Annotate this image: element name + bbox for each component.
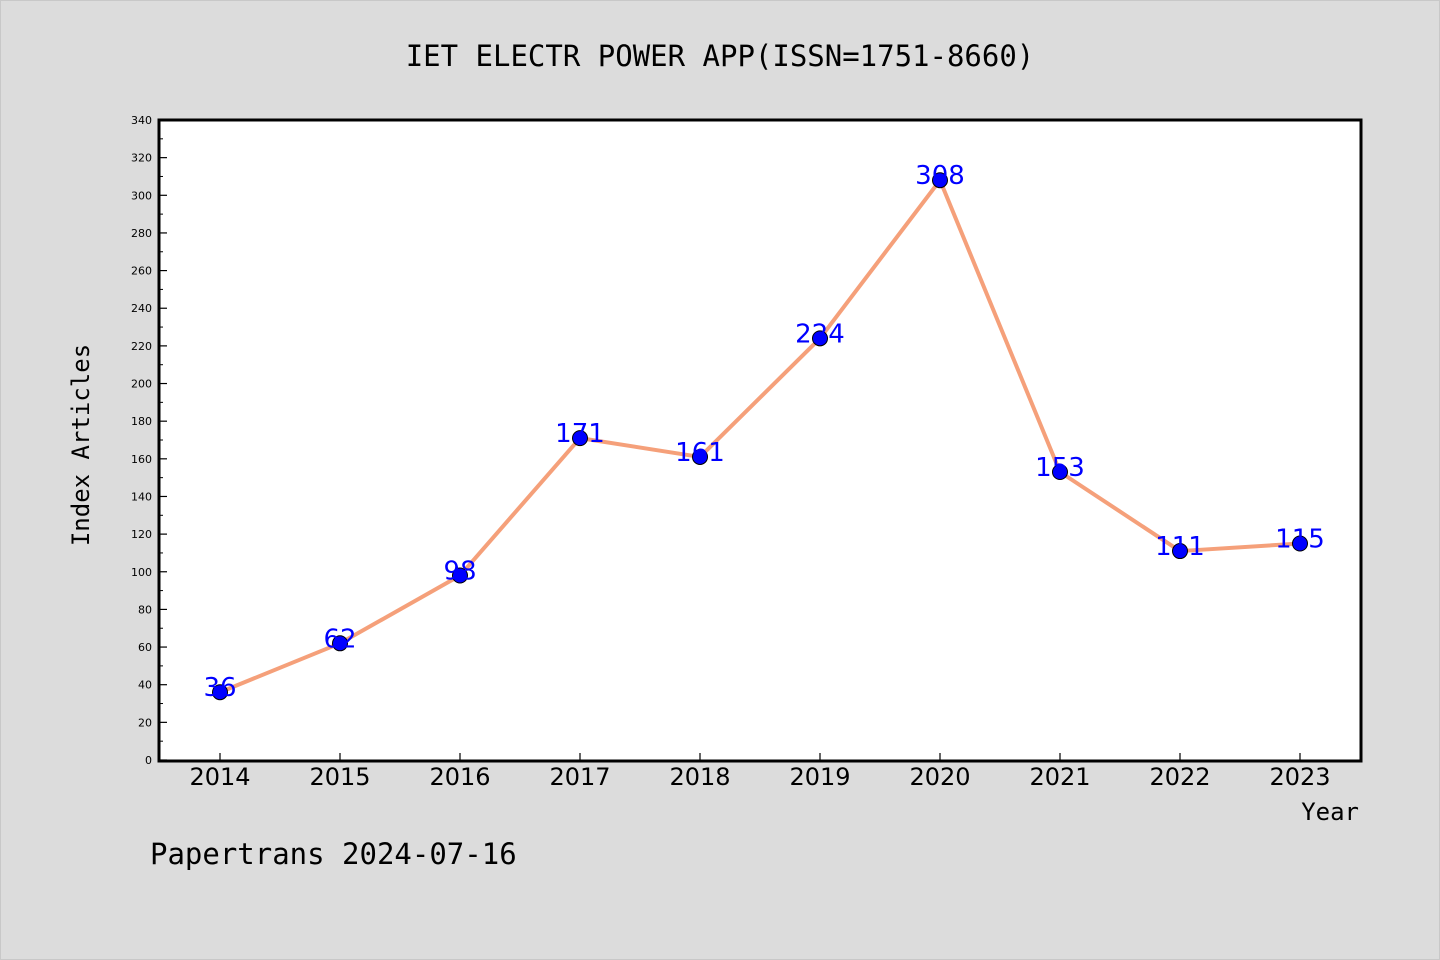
data-point [692,448,708,465]
x-tick-label: 2016 [429,763,490,791]
y-tick-label: 200 [131,378,152,391]
data-point [1292,535,1308,552]
x-tick-label: 2014 [189,763,250,791]
plot-area [157,118,1363,763]
series-line [219,178,1301,695]
data-point [1052,464,1068,480]
y-tick-label: 320 [131,152,152,165]
data-label: 171 [555,419,605,449]
data-point [572,430,588,447]
y-tick-label: 340 [131,114,152,127]
y-tick-label: 300 [131,189,152,202]
x-axis-label: Year [1301,798,1359,826]
data-point [332,635,348,652]
y-tick-label: 120 [131,528,152,541]
footer-credit: Papertrans 2024-07-16 [150,837,517,871]
y-tick-label: 0 [145,754,152,767]
data-label: 115 [1275,525,1325,555]
data-point [812,330,828,347]
y-tick-label: 180 [131,415,152,428]
data-label: 161 [675,438,725,468]
data-label: 98 [443,557,476,587]
data-point [452,567,468,584]
y-tick-label: 40 [138,679,152,692]
x-tick-label: 2015 [309,763,370,791]
y-tick-label: 80 [138,603,152,616]
x-tick-label: 2021 [1029,763,1090,791]
y-tick-label: 20 [138,716,152,729]
y-tick-label: 260 [131,265,152,278]
data-point [212,684,228,701]
y-axis-label: Index Articles [67,344,95,546]
y-axis: 0 20 40 60 80 100 120 140 160 180 200 220 240 260 280 3… [131,114,167,767]
y-tick-label: 100 [131,566,152,579]
x-tick-label: 2023 [1269,763,1330,791]
y-tick-label: 160 [131,453,152,466]
x-tick-label: 2019 [789,763,850,791]
data-label: 224 [795,319,845,349]
data-point [932,172,948,189]
y-tick-label: 280 [131,227,152,240]
y-tick-label: 220 [131,340,152,353]
data-markers [212,172,1308,701]
x-tick-label: 2020 [909,763,970,791]
y-tick-label: 140 [131,490,152,503]
data-label: 153 [1035,453,1085,483]
data-labels: 36 62 98 171 161 224 308 153 111 115 [203,161,1324,703]
data-label: 308 [915,161,965,191]
data-label: 36 [203,673,236,703]
x-tick-label: 2017 [549,763,610,791]
x-axis: 2014 2015 2016 2017 2018 2019 2020 2021 2022 2023 [189,753,1331,791]
data-label: 111 [1155,532,1205,562]
data-point [1172,543,1188,560]
data-label: 62 [323,624,356,654]
y-tick-label: 240 [131,302,152,315]
y-tick-label: 60 [138,641,152,654]
x-tick-label: 2018 [669,763,730,791]
x-tick-label: 2022 [1149,763,1210,791]
chart-title: IET ELECTR POWER APP(ISSN=1751-8660) [406,39,1035,73]
